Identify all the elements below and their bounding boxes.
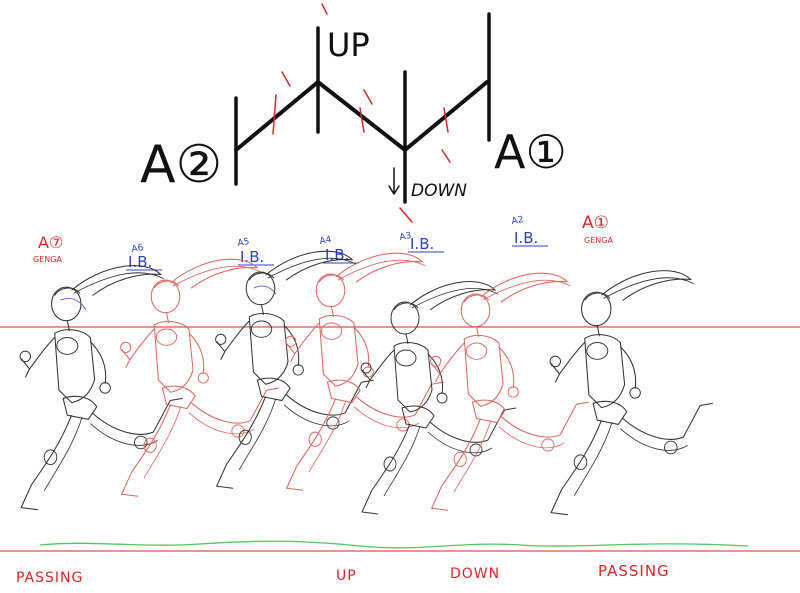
bottom-labels: PASSING UP DOWN PASSING xyxy=(16,562,670,586)
figure-a6-ib xyxy=(120,258,280,497)
key-label-a4: A4 xyxy=(319,235,333,247)
bottom-label-passing-right: PASSING xyxy=(598,562,670,580)
ground-scribble xyxy=(39,540,749,549)
key-sub-a7: GENGA xyxy=(33,255,62,264)
key-label-a3: A3 xyxy=(399,231,412,243)
key-sub-a6: I.B. xyxy=(128,253,152,271)
key-sub-a3: I.B. xyxy=(410,235,434,253)
key-sub-a1: GENGA xyxy=(584,236,613,245)
key-label-a7: A⑦ xyxy=(38,233,63,252)
down-arrow-head xyxy=(388,185,400,195)
key-sub-a2: I.B. xyxy=(514,229,538,247)
label-key-left: A② xyxy=(140,135,222,195)
label-key-right: A① xyxy=(494,125,567,179)
figure-a5-ib xyxy=(215,250,375,489)
bottom-label-passing-left: PASSING xyxy=(16,570,83,586)
bottom-label-down: DOWN xyxy=(450,566,500,582)
figure-a2-ib xyxy=(430,272,590,511)
label-down: DOWN xyxy=(411,181,467,201)
inbetween-marks xyxy=(272,3,451,223)
frame-labels: A⑦ GENGA A6 I.B. A5 I.B. A4 I.B. A3 I.B.… xyxy=(33,213,613,271)
key-label-a2: A2 xyxy=(511,215,524,227)
key-label-a5: A5 xyxy=(237,237,250,249)
label-up: UP xyxy=(327,26,370,64)
figure-a1-genga xyxy=(549,270,714,516)
blue-sketch-accents xyxy=(59,285,277,311)
figure-a7-genga xyxy=(19,265,184,511)
key-label-a1: A① xyxy=(582,213,609,233)
figure-a3-ib xyxy=(360,281,517,515)
key-label-a6: A6 xyxy=(131,243,145,255)
figure-a4-ib xyxy=(285,252,445,491)
bottom-label-up: UP xyxy=(336,568,357,584)
